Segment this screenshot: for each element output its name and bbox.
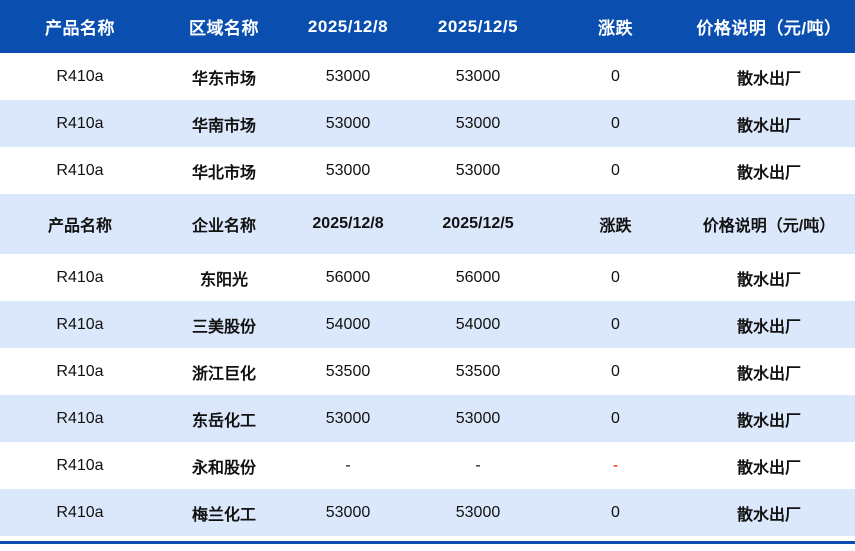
cell-price-previous: - bbox=[475, 456, 481, 474]
table-bottom-spacer bbox=[0, 536, 855, 541]
header-date-previous: 2025/12/5 bbox=[437, 16, 519, 36]
subheader-product-name: 产品名称 bbox=[47, 218, 112, 235]
cell-change: - bbox=[548, 442, 683, 489]
cell-product-name: R410a bbox=[56, 67, 104, 85]
table-row[interactable]: R410a 东阳光 56000 56000 0 散水出厂 bbox=[0, 254, 855, 301]
table-subheader-row: 产品名称 企业名称 2025/12/8 2025/12/5 涨跌 价格说明（元/吨） bbox=[0, 194, 855, 254]
table-row[interactable]: R410a 永和股份 - - - 散水出厂 bbox=[0, 442, 855, 489]
table-row[interactable]: R410a 华南市场 53000 53000 0 散水出厂 bbox=[0, 100, 855, 147]
cell-product-name: R410a bbox=[56, 268, 104, 286]
subheader-date-current: 2025/12/8 bbox=[312, 215, 384, 232]
cell-price-current: 53000 bbox=[325, 161, 371, 179]
cell-price-current: - bbox=[345, 456, 351, 474]
cell-price-current: 53000 bbox=[325, 503, 371, 521]
table-bottom-rule bbox=[0, 541, 855, 544]
table-row[interactable]: R410a 华东市场 53000 53000 0 散水出厂 bbox=[0, 53, 855, 100]
cell-change-value: - bbox=[612, 456, 619, 474]
cell-product-name: R410a bbox=[56, 362, 104, 380]
cell-entity-name: 华北市场 bbox=[191, 164, 256, 182]
table-row[interactable]: R410a 梅兰化工 53000 53000 0 散水出厂 bbox=[0, 489, 855, 536]
cell-price-previous: 53000 bbox=[455, 409, 501, 427]
cell-price-previous: 53000 bbox=[455, 67, 501, 85]
table-row[interactable]: R410a 华北市场 53000 53000 0 散水出厂 bbox=[0, 147, 855, 194]
cell-price-note: 散水出厂 bbox=[736, 164, 801, 182]
cell-change: 0 bbox=[611, 362, 620, 380]
subheader-date-previous: 2025/12/5 bbox=[442, 215, 514, 232]
cell-price-previous: 54000 bbox=[455, 315, 501, 333]
header-price-note: 价格说明（元/吨） bbox=[696, 19, 842, 38]
cell-entity-name: 梅兰化工 bbox=[191, 506, 256, 524]
cell-price-note: 散水出厂 bbox=[736, 318, 801, 336]
cell-entity-name: 东阳光 bbox=[199, 271, 248, 289]
cell-price-current: 53000 bbox=[325, 114, 371, 132]
cell-product-name: R410a bbox=[56, 456, 104, 474]
cell-price-note: 散水出厂 bbox=[736, 506, 801, 524]
cell-price-note: 散水出厂 bbox=[736, 412, 801, 430]
cell-price-note: 散水出厂 bbox=[736, 459, 801, 477]
cell-price-previous: 53500 bbox=[455, 362, 501, 380]
cell-price-current: 53500 bbox=[325, 362, 371, 380]
cell-change: 0 bbox=[611, 114, 620, 132]
cell-price-current: 56000 bbox=[325, 268, 371, 286]
subheader-change: 涨跌 bbox=[599, 218, 632, 235]
cell-entity-name: 永和股份 bbox=[191, 459, 256, 477]
cell-entity-name: 东岳化工 bbox=[191, 412, 256, 430]
cell-change: 0 bbox=[611, 315, 620, 333]
cell-price-previous: 56000 bbox=[455, 268, 501, 286]
cell-change: 0 bbox=[611, 268, 620, 286]
cell-product-name: R410a bbox=[56, 409, 104, 427]
cell-change: 0 bbox=[611, 161, 620, 179]
table-row[interactable]: R410a 浙江巨化 53500 53500 0 散水出厂 bbox=[0, 348, 855, 395]
cell-price-current: 54000 bbox=[325, 315, 371, 333]
cell-entity-name: 三美股份 bbox=[191, 318, 256, 336]
cell-price-note: 散水出厂 bbox=[736, 117, 801, 135]
cell-price-note: 散水出厂 bbox=[736, 70, 801, 88]
cell-price-note: 散水出厂 bbox=[736, 365, 801, 383]
cell-product-name: R410a bbox=[56, 114, 104, 132]
cell-price-previous: 53000 bbox=[455, 503, 501, 521]
subheader-price-note: 价格说明（元/吨） bbox=[702, 218, 836, 235]
cell-entity-name: 华东市场 bbox=[191, 70, 256, 88]
header-product-name: 产品名称 bbox=[45, 19, 115, 38]
cell-price-previous: 53000 bbox=[455, 114, 501, 132]
cell-change: 0 bbox=[611, 503, 620, 521]
cell-product-name: R410a bbox=[56, 315, 104, 333]
header-change: 涨跌 bbox=[598, 19, 633, 38]
header-region-name: 区域名称 bbox=[189, 19, 259, 38]
cell-price-current: 53000 bbox=[325, 67, 371, 85]
cell-entity-name: 浙江巨化 bbox=[191, 365, 256, 383]
cell-change: 0 bbox=[611, 67, 620, 85]
cell-product-name: R410a bbox=[56, 161, 104, 179]
header-date-current: 2025/12/8 bbox=[307, 16, 389, 36]
cell-entity-name: 华南市场 bbox=[191, 117, 256, 135]
cell-product-name: R410a bbox=[56, 503, 104, 521]
cell-price-current: 53000 bbox=[325, 409, 371, 427]
table-row[interactable]: R410a 三美股份 54000 54000 0 散水出厂 bbox=[0, 301, 855, 348]
refrigerant-price-table: 产品名称 区域名称 2025/12/8 2025/12/5 涨跌 价格说明（元/… bbox=[0, 0, 855, 536]
table-row[interactable]: R410a 东岳化工 53000 53000 0 散水出厂 bbox=[0, 395, 855, 442]
subheader-company-name: 企业名称 bbox=[191, 218, 256, 235]
table-header-row: 产品名称 区域名称 2025/12/8 2025/12/5 涨跌 价格说明（元/… bbox=[0, 0, 855, 53]
cell-change: 0 bbox=[611, 409, 620, 427]
cell-price-note: 散水出厂 bbox=[736, 271, 801, 289]
cell-price-previous: 53000 bbox=[455, 161, 501, 179]
